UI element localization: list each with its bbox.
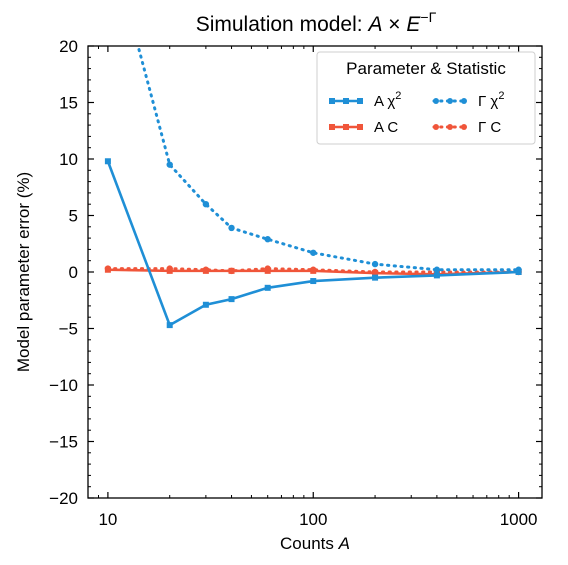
- y-axis-label: Model parameter error (%): [14, 172, 33, 372]
- data-point: [166, 161, 173, 168]
- data-point: [515, 269, 522, 275]
- legend-marker: [461, 98, 467, 104]
- y-tick-label: −10: [49, 376, 78, 395]
- y-tick-label: −5: [59, 320, 78, 339]
- data-point: [104, 266, 111, 273]
- legend-marker: [461, 124, 467, 130]
- legend-marker: [357, 124, 363, 130]
- series-0: [104, 158, 522, 329]
- series-line: [106, 160, 519, 327]
- data-point: [202, 267, 209, 274]
- legend-item: Γ χ2: [432, 90, 504, 110]
- y-tick-label: −15: [49, 433, 78, 452]
- y-tick-label: 10: [59, 150, 78, 169]
- legend-marker: [343, 124, 349, 130]
- y-tick-label: 0: [69, 263, 78, 282]
- legend-marker: [447, 98, 453, 104]
- legend-item: A χ2: [329, 90, 401, 110]
- y-tick-label: 20: [59, 37, 78, 56]
- legend-label: A C: [374, 119, 398, 136]
- data-point: [228, 296, 235, 303]
- data-point: [372, 270, 379, 277]
- axis-ticks: 20 15 10 5 0 −5 −10 −15 −20 10 100 1000: [49, 37, 542, 529]
- data-point: [228, 224, 235, 232]
- data-point: [310, 249, 317, 256]
- x-tick-label: 1000: [500, 510, 538, 529]
- legend-label: Γ C: [478, 119, 501, 136]
- data-point: [372, 274, 379, 281]
- data-point: [371, 260, 379, 268]
- legend-marker: [433, 124, 439, 130]
- data-point: [202, 201, 210, 208]
- data-point: [433, 266, 441, 273]
- data-point: [228, 267, 235, 274]
- data-point: [264, 267, 271, 274]
- data-point: [104, 158, 111, 165]
- legend-marker: [357, 98, 363, 104]
- legend-marker: [329, 124, 335, 130]
- data-point: [166, 322, 173, 329]
- x-axis-label: Counts A: [280, 534, 350, 553]
- y-tick-label: 5: [69, 207, 78, 226]
- legend-item: Γ C: [432, 119, 501, 136]
- legend-label: Γ χ2: [478, 90, 504, 110]
- data-point: [433, 272, 440, 279]
- y-tick-label: −20: [49, 489, 78, 508]
- legend-marker: [433, 98, 439, 104]
- legend: Parameter & Statistic A χ2 A C Γ χ2 Γ C: [316, 51, 536, 145]
- data-point: [310, 278, 317, 285]
- legend-marker: [329, 98, 335, 104]
- y-tick-label: 15: [59, 94, 78, 113]
- data-point: [202, 301, 209, 308]
- legend-item: A C: [329, 119, 398, 136]
- data-point: [310, 267, 317, 274]
- legend-label: A χ2: [374, 90, 401, 110]
- legend-box: [316, 51, 536, 145]
- data-point: [264, 236, 271, 243]
- x-tick-label: 10: [98, 510, 117, 529]
- data-point: [264, 284, 271, 291]
- series-line: [136, 46, 521, 272]
- chart-title: Simulation model: A × E−Γ: [196, 9, 437, 36]
- legend-marker: [447, 124, 453, 130]
- legend-marker: [343, 98, 349, 104]
- x-tick-label: 100: [299, 510, 327, 529]
- data-point: [166, 267, 173, 274]
- series-layer: [104, 46, 522, 329]
- legend-title: Parameter & Statistic: [346, 59, 506, 78]
